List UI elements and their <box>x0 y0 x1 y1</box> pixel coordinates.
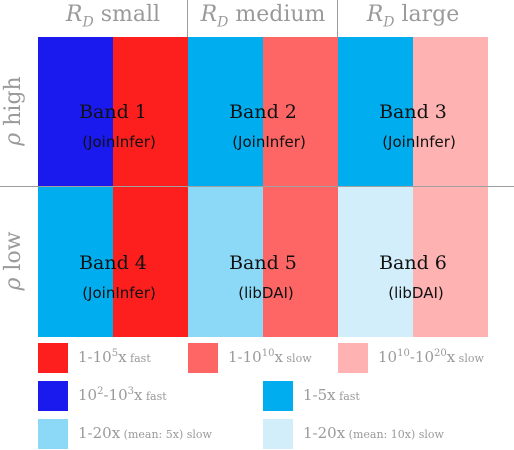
legend-swatch-red-medium <box>188 343 218 373</box>
cell-band-6-left <box>338 187 413 337</box>
legend-swatch-cyan-light <box>38 419 68 449</box>
band-5-title: Band 5 <box>229 252 297 274</box>
header-divider <box>337 0 338 37</box>
legend-label-red-medium: 1-1010x slow <box>228 348 312 366</box>
legend-swatch-cyan-pale <box>263 419 293 449</box>
column-header-rd-medium: RD medium <box>188 2 338 30</box>
row-header-rho-high: ρ high <box>1 56 27 166</box>
cell-band-1-left <box>38 37 113 187</box>
column-header-label: small <box>100 2 161 27</box>
column-header-rd-large: RD large <box>338 2 488 30</box>
cell-band-6-right <box>413 187 488 337</box>
column-header-rd-small: RD small <box>38 2 188 30</box>
legend-swatch-cyan <box>263 381 293 411</box>
legend-label-red-light: 1010-1020x slow <box>378 348 484 366</box>
legend-swatch-red-strong <box>38 343 68 373</box>
legend-label-cyan-pale: 1-20x (mean: 10x) slow <box>303 424 444 442</box>
cell-band-4-right <box>113 187 188 337</box>
cell-band-1-right <box>113 37 188 187</box>
band-1-title: Band 1 <box>79 101 147 123</box>
band-4-method: (JoinInfer) <box>82 284 156 302</box>
legend-label-cyan-light: 1-20x (mean: 5x) slow <box>78 424 212 442</box>
rho-symbol: ρ <box>1 277 26 291</box>
rd-symbol: RD <box>65 2 94 31</box>
grid-row-divider <box>38 186 488 187</box>
legend-label-cyan: 1-5x fast <box>303 386 360 404</box>
legend-swatch-red-light <box>338 343 368 373</box>
row-header-label: low <box>1 231 26 271</box>
legend-label-blue-dark: 102-103x fast <box>78 386 167 404</box>
band-3-method: (JoinInfer) <box>382 133 456 151</box>
band-6-method: (libDAI) <box>388 284 444 302</box>
cell-band-2-left <box>188 37 263 187</box>
legend-swatch-blue-dark <box>38 381 68 411</box>
cell-band-4-left <box>38 187 113 337</box>
band-2-title: Band 2 <box>229 101 297 123</box>
rd-symbol: RD <box>366 2 395 31</box>
header-divider <box>187 0 188 37</box>
band-3-title: Band 3 <box>379 101 447 123</box>
column-header-label: medium <box>235 2 326 27</box>
legend-label-red-strong: 1-105x fast <box>78 348 151 366</box>
cell-band-3-left <box>338 37 413 187</box>
column-header-label: large <box>401 2 460 27</box>
band-6-title: Band 6 <box>379 252 447 274</box>
cell-band-5-left <box>188 187 263 337</box>
band-5-method: (libDAI) <box>238 284 294 302</box>
cell-band-5-right <box>263 187 338 337</box>
cell-band-2-right <box>263 37 338 187</box>
band-4-title: Band 4 <box>79 252 147 274</box>
rho-symbol: ρ <box>1 132 26 146</box>
row-header-rho-low: ρ low <box>1 206 27 316</box>
cell-band-3-right <box>413 37 488 187</box>
row-header-label: high <box>1 76 26 126</box>
rd-symbol: RD <box>200 2 229 31</box>
band-2-method: (JoinInfer) <box>232 133 306 151</box>
band-1-method: (JoinInfer) <box>82 133 156 151</box>
